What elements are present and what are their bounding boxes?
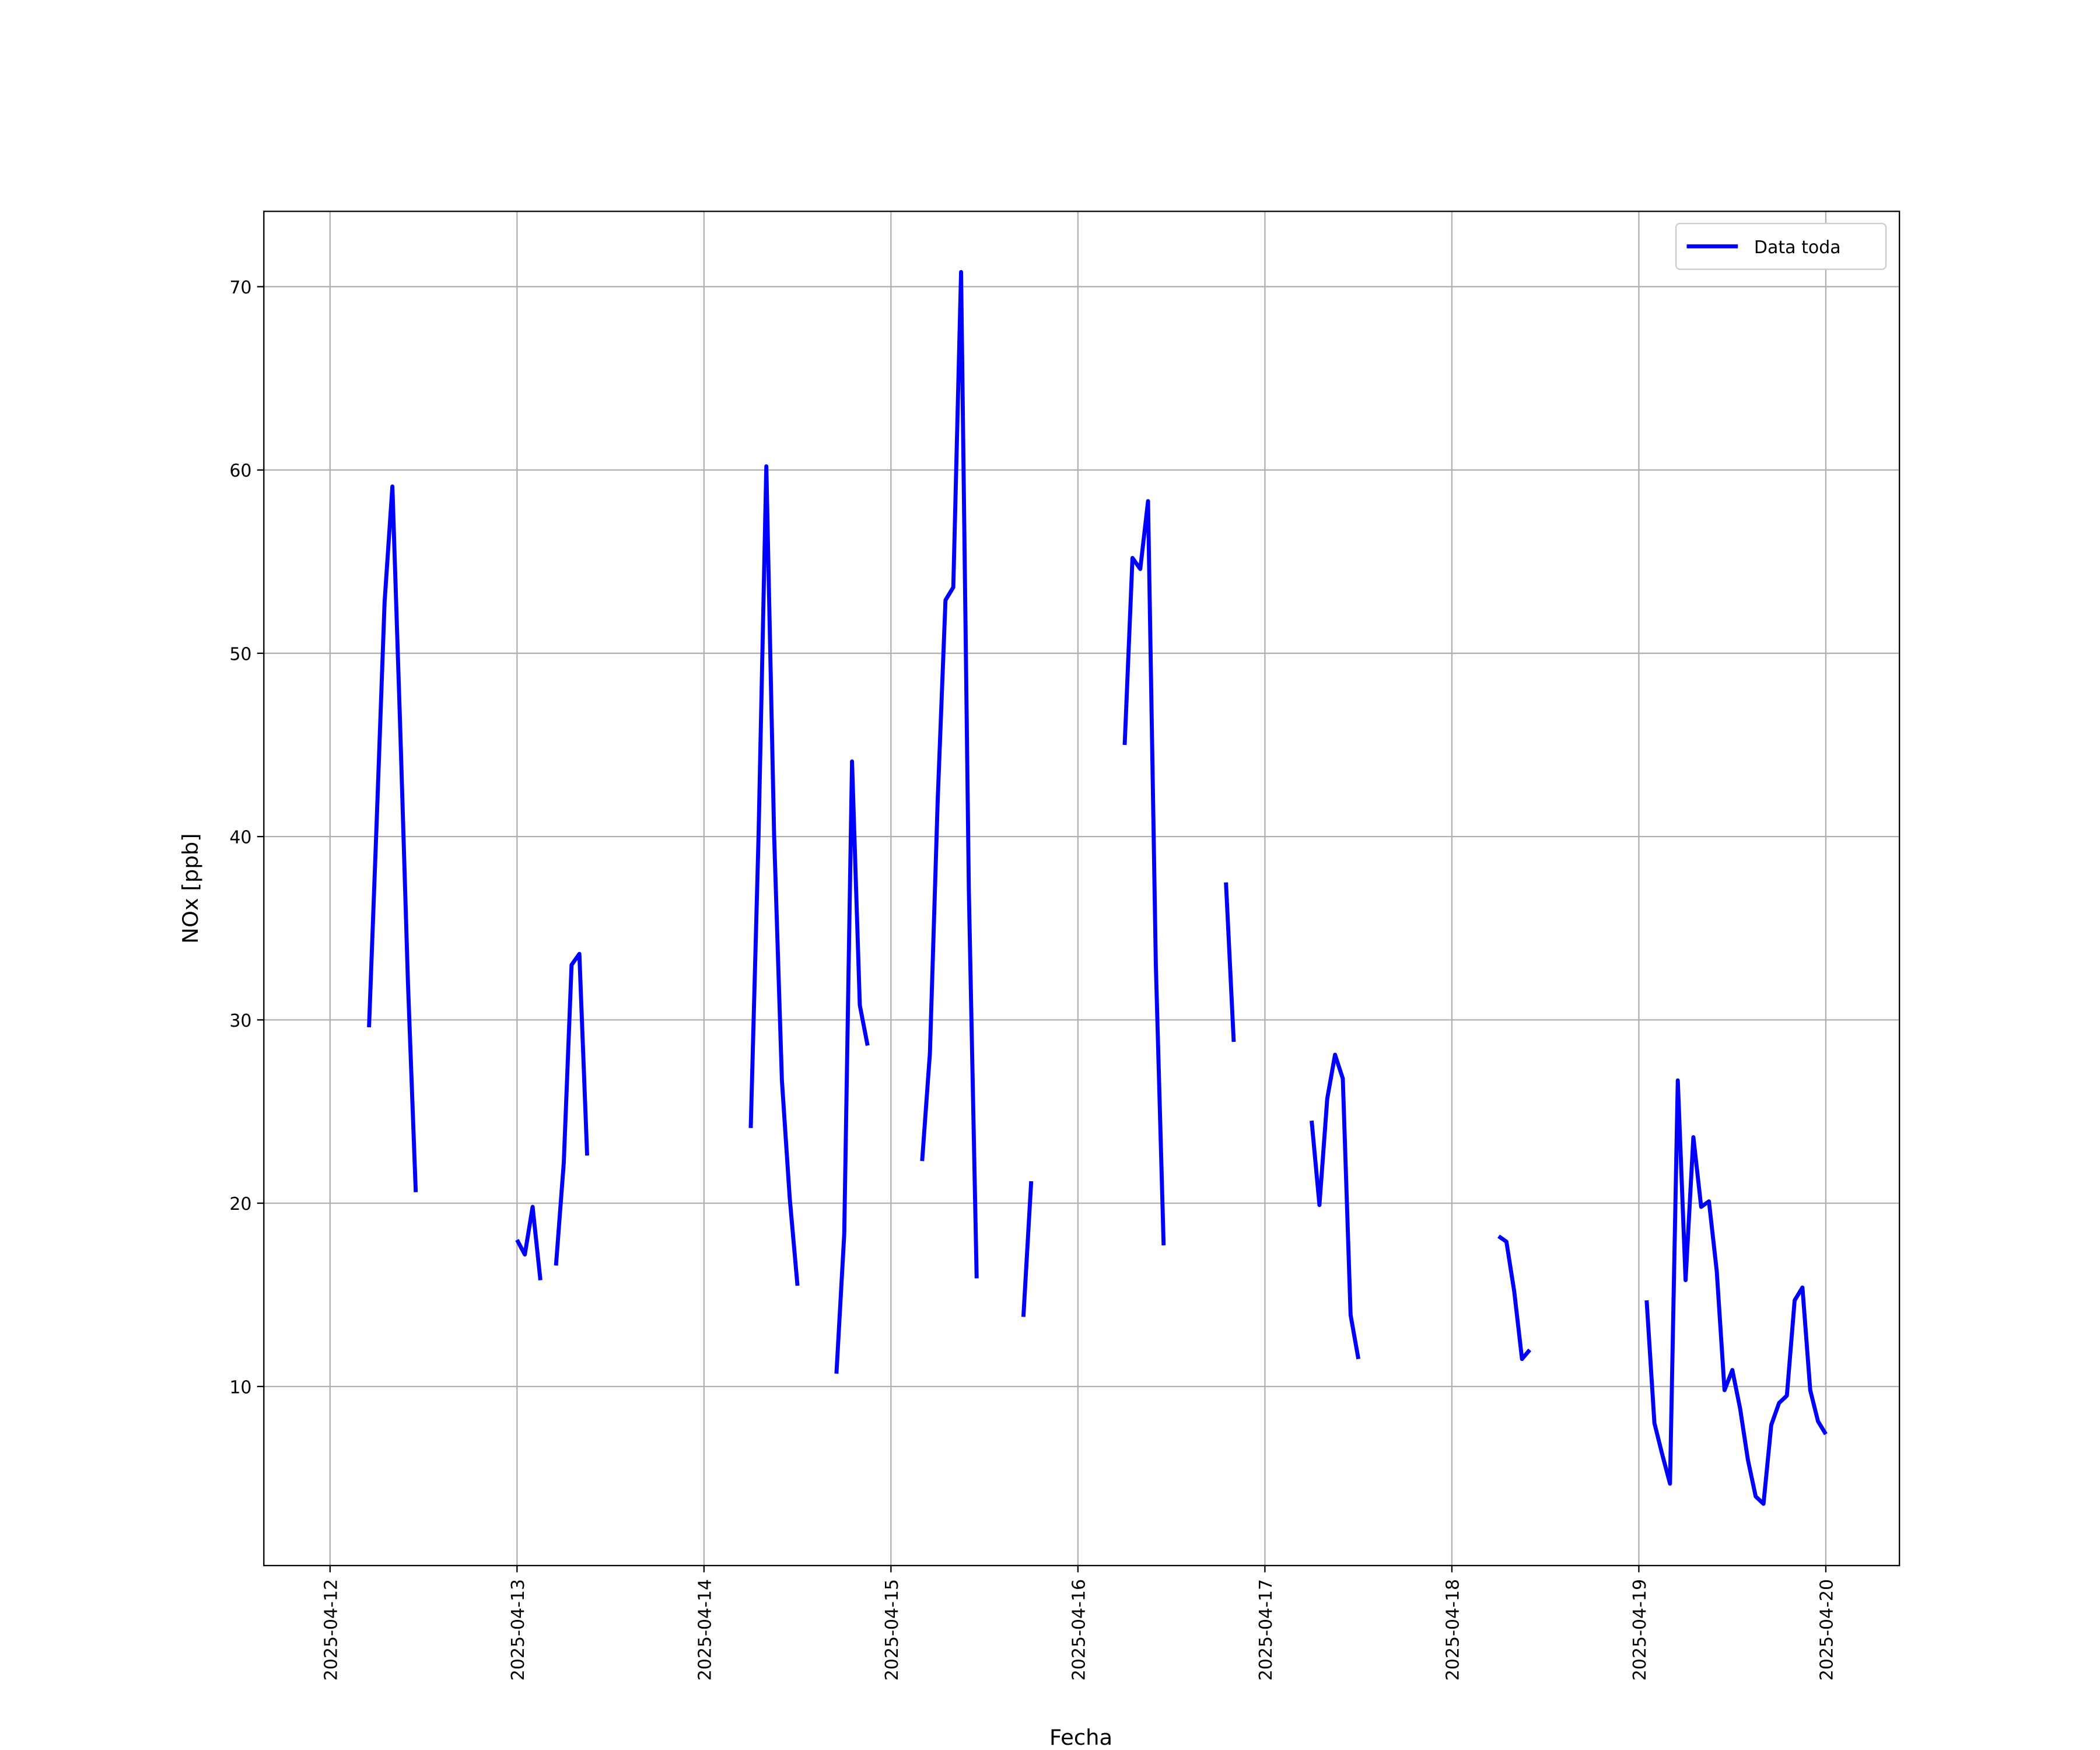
legend-label: Data toda <box>1754 237 1841 258</box>
legend-box <box>1675 222 1887 270</box>
y-tick-label: 20 <box>229 1194 251 1214</box>
y-tick-label: 70 <box>229 278 251 298</box>
legend: Data toda <box>1675 222 1887 270</box>
data-line <box>367 270 1828 1506</box>
y-tick-label: 40 <box>229 828 251 848</box>
x-tick-label: 2025-04-12 <box>321 1579 341 1681</box>
x-tick-label: 2025-04-15 <box>882 1579 902 1681</box>
x-tick-label: 2025-04-16 <box>1069 1579 1089 1681</box>
y-tick-label: 10 <box>229 1377 251 1398</box>
x-tick-label: 2025-04-19 <box>1630 1579 1650 1681</box>
plot-frame <box>263 211 1901 1566</box>
x-tick-label: 2025-04-18 <box>1443 1579 1463 1681</box>
x-tick-label: 2025-04-14 <box>695 1579 715 1681</box>
x-tick-label: 2025-04-13 <box>508 1579 528 1681</box>
y-axis-label: NOx [ppb] <box>178 833 203 943</box>
x-tick-label: 2025-04-17 <box>1256 1579 1276 1681</box>
x-tick-label: 2025-04-20 <box>1817 1579 1837 1681</box>
x-axis-label: Fecha <box>1049 1725 1112 1750</box>
y-tick-label: 60 <box>229 461 251 481</box>
y-tick-label: 50 <box>229 644 251 664</box>
y-tick-label: 30 <box>229 1011 251 1031</box>
